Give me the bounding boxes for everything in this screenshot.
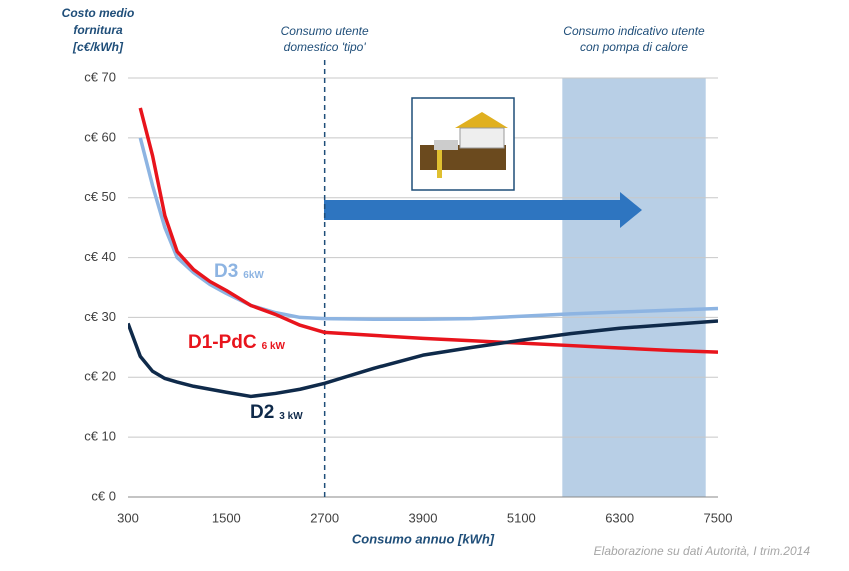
house-icon xyxy=(411,97,515,191)
y-tick-label: c€ 60 xyxy=(84,129,116,144)
y-tick-label: c€ 70 xyxy=(84,69,116,84)
series-line xyxy=(128,319,718,399)
reference-label: Consumo utente xyxy=(281,24,369,38)
y-tick-label: c€ 0 xyxy=(91,488,116,503)
y-tick-label: c€ 20 xyxy=(84,369,116,384)
series-label: D3 6kW xyxy=(214,261,264,282)
series-line xyxy=(138,137,718,321)
y-tick-label: c€ 40 xyxy=(84,249,116,264)
x-tick-label: 5100 xyxy=(507,510,536,525)
x-axis-title: Consumo annuo [kWh] xyxy=(352,531,495,546)
series-capacity: 3 kW xyxy=(279,411,303,422)
series-capacity: 6kW xyxy=(243,270,264,281)
series-name: D2 xyxy=(250,402,274,423)
series-name: D3 xyxy=(214,261,238,282)
y-axis-title: [c€/kWh] xyxy=(72,40,124,54)
y-tick-label: c€ 10 xyxy=(84,429,116,444)
band-label: con pompa di calore xyxy=(580,40,688,54)
series-capacity: 6 kW xyxy=(262,341,286,352)
y-axis-title: Costo medio xyxy=(62,6,135,20)
x-tick-label: 300 xyxy=(117,510,139,525)
y-axis-title: fornitura xyxy=(73,23,123,37)
series-name: D1-PdC xyxy=(188,332,257,353)
shaded-band xyxy=(562,78,706,497)
series-line xyxy=(138,107,718,354)
arrow xyxy=(324,192,642,228)
band-label: Consumo indicativo utente xyxy=(563,24,705,38)
reference-label: domestico 'tipo' xyxy=(284,40,367,54)
x-tick-label: 1500 xyxy=(212,510,241,525)
x-tick-label: 2700 xyxy=(310,510,339,525)
x-tick-label: 3900 xyxy=(409,510,438,525)
y-tick-label: c€ 50 xyxy=(84,189,116,204)
source-note: Elaborazione su dati Autorità, I trim.20… xyxy=(594,544,811,558)
series-label: D1-PdC 6 kW xyxy=(188,332,286,353)
series-label: D2 3 kW xyxy=(250,402,303,423)
x-tick-label: 6300 xyxy=(605,510,634,525)
y-tick-label: c€ 30 xyxy=(84,309,116,324)
x-tick-label: 7500 xyxy=(704,510,733,525)
